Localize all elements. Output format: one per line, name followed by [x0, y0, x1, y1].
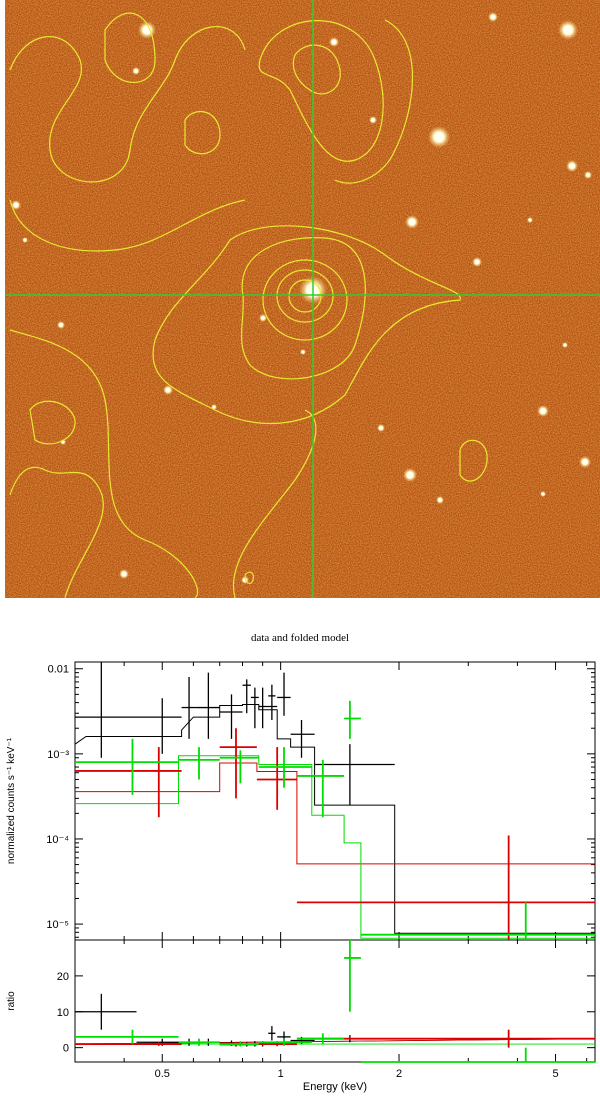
contour-15: [232, 409, 317, 598]
star-21: [579, 456, 591, 468]
xray-contours: [9, 12, 488, 598]
model-line-0: [74, 704, 595, 934]
model-lines: [74, 704, 596, 1045]
yu-tick-label-3: 0.01: [48, 664, 69, 676]
plot-frames: [74, 661, 596, 1063]
star-29: [562, 342, 568, 348]
contour-11: [29, 400, 76, 445]
star-18: [377, 424, 385, 432]
contour-8: [104, 12, 156, 83]
ratio-points: [75, 940, 595, 1063]
contour-10: [9, 199, 246, 252]
star-23: [436, 496, 444, 504]
star-10: [405, 215, 419, 229]
contour-0: [288, 279, 322, 313]
contour-13: [9, 329, 199, 598]
star-20: [403, 468, 417, 482]
star-13: [259, 314, 267, 322]
contour-12: [459, 439, 488, 482]
yu-tick-label-1: 10⁻⁴: [46, 834, 69, 846]
yl-tick-label-1: 10: [57, 1007, 69, 1019]
contour-9: [184, 111, 221, 155]
data-points: [75, 662, 595, 940]
contour-2: [262, 259, 348, 341]
star-8: [584, 171, 592, 179]
star-28: [527, 217, 533, 223]
yl-tick-label-2: 20: [57, 971, 69, 983]
yl-tick-label-0: 0: [63, 1043, 69, 1055]
star-9: [11, 200, 21, 210]
axis-labels: 0.5 1 2 5 Energy (keV) 10⁻⁵ 10⁻⁴ 10⁻³ 0.01 normal…: [6, 664, 559, 1093]
spectrum-plot: 0.5 1 2 5 Energy (keV) 10⁻⁵ 10⁻⁴ 10⁻³ 0.01 normal…: [6, 661, 596, 1093]
x-axis-label: Energy (keV): [303, 1081, 367, 1093]
contour-17: [244, 571, 254, 585]
x-tick-label-2: 2: [396, 1068, 402, 1080]
star-6: [369, 116, 377, 124]
star-14: [57, 321, 65, 329]
star-2: [488, 12, 498, 22]
star-26: [22, 237, 28, 243]
x-tick-label-3: 5: [552, 1068, 558, 1080]
star-22: [540, 491, 546, 497]
star-15: [163, 385, 173, 395]
model-line-1: [75, 762, 595, 865]
yu-tick-label-2: 10⁻³: [47, 749, 69, 761]
upper-panel-frame: [74, 661, 596, 941]
contour-16: [334, 19, 413, 184]
contour-5: [258, 20, 384, 162]
star-27: [300, 349, 306, 355]
contour-14: [9, 466, 104, 598]
contour-4: [152, 225, 461, 425]
star-24: [119, 569, 129, 579]
lower-y-axis-label: ratio: [6, 991, 17, 1011]
upper-y-axis-label: normalized counts s⁻¹ keV⁻¹: [6, 737, 17, 864]
star-17: [537, 405, 549, 417]
star-3: [329, 37, 339, 47]
yu-tick-label-0: 10⁻⁵: [46, 919, 69, 931]
star-4: [132, 67, 140, 75]
star-5: [428, 126, 450, 148]
x-tick-label-0: 0.5: [155, 1068, 170, 1080]
sky-image-panel: [5, 0, 600, 598]
x-tick-label-1: 1: [278, 1068, 284, 1080]
star-11: [472, 257, 482, 267]
contour-3: [240, 237, 366, 380]
chart-title: data and folded model: [250, 632, 350, 644]
lower-panel-frame: [74, 939, 596, 1063]
contour-6: [292, 44, 341, 95]
star-7: [566, 160, 578, 172]
star-19: [60, 439, 66, 445]
model-line-2: [75, 755, 595, 939]
contour-1: [276, 269, 334, 323]
contour-7: [9, 26, 246, 183]
star-1: [558, 20, 578, 40]
